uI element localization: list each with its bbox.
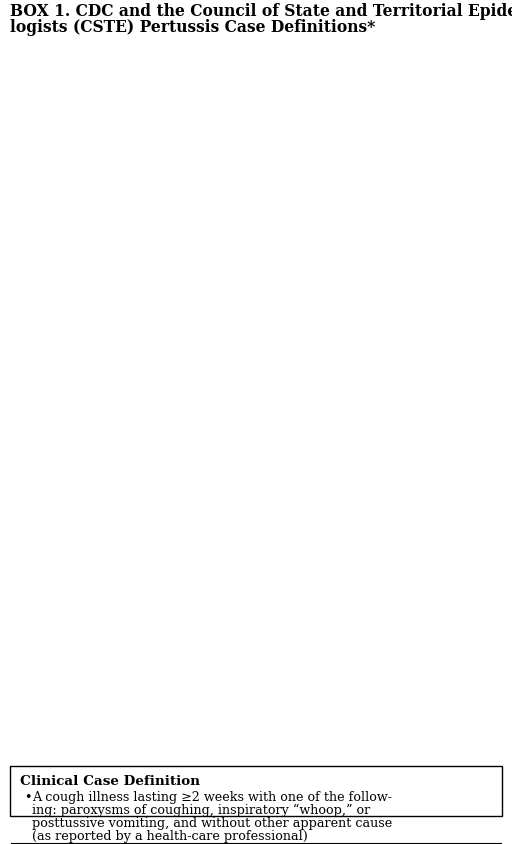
Text: logists (CSTE) Pertussis Case Definitions*: logists (CSTE) Pertussis Case Definition… <box>10 19 375 36</box>
Bar <box>10 766 502 816</box>
Text: posttussive vomiting, and without other apparent cause: posttussive vomiting, and without other … <box>32 816 392 829</box>
Text: ing: paroxysms of coughing, inspiratory “whoop,” or: ing: paroxysms of coughing, inspiratory … <box>32 803 370 816</box>
Text: Clinical Case Definition: Clinical Case Definition <box>20 774 200 787</box>
Text: (as reported by a health-care professional): (as reported by a health-care profession… <box>32 829 308 842</box>
Text: A cough illness lasting ≥2 weeks with one of the follow-: A cough illness lasting ≥2 weeks with on… <box>32 790 392 803</box>
Text: •: • <box>24 790 32 803</box>
Text: BOX 1. CDC and the Council of State and Territorial Epidemio-: BOX 1. CDC and the Council of State and … <box>10 3 512 20</box>
